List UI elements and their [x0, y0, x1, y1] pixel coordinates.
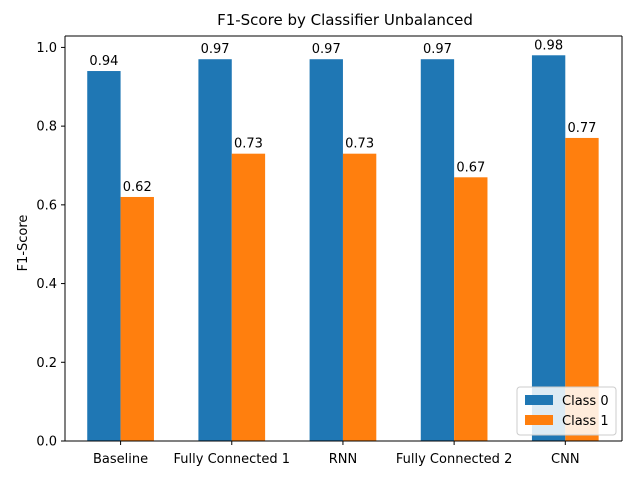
bar-class-0	[420, 59, 455, 442]
legend-label: Class 1	[562, 414, 609, 429]
y-tick-label: 0.6	[36, 198, 57, 213]
bar-class-0	[87, 71, 121, 442]
bar-class-1	[231, 153, 266, 441]
data-label: 0.97	[423, 42, 452, 57]
data-label: 0.77	[567, 121, 596, 136]
y-tick-label: 0.2	[36, 356, 57, 371]
data-label: 0.97	[201, 42, 230, 57]
x-tick-label: CNN	[551, 452, 580, 467]
data-label: 0.94	[89, 54, 118, 69]
bar-class-0	[198, 59, 232, 442]
y-axis-label: F1-Score	[16, 215, 31, 272]
x-tick-label: Baseline	[93, 452, 148, 467]
data-label: 0.73	[234, 137, 263, 152]
y-tick-label: 0.4	[36, 277, 57, 292]
plot-area: 0.94 0.97 0.97 0.97 0.98 0.62 0.73 0.73 0.67 0.77…	[36, 35, 623, 467]
data-label: 0.73	[345, 137, 374, 152]
y-tick-label: 1.0	[36, 41, 57, 56]
bar-class-0	[531, 55, 566, 442]
data-label: 0.67	[456, 160, 485, 175]
x-tick-label: Fully Connected 1	[174, 452, 290, 467]
x-tick-label: RNN	[329, 452, 357, 467]
bar-class-1	[342, 153, 377, 441]
x-tick-label: Fully Connected 2	[396, 452, 512, 467]
bar-class-1	[454, 177, 488, 442]
legend-label: Class 0	[562, 394, 609, 409]
legend-swatch-class-0	[525, 395, 553, 405]
data-label: 0.98	[534, 38, 563, 53]
data-label: 0.97	[312, 42, 341, 57]
bar-class-0	[309, 59, 343, 442]
legend-swatch-class-1	[525, 415, 553, 425]
data-label: 0.62	[123, 180, 152, 195]
y-tick-label: 0.8	[36, 120, 57, 135]
y-tick-label: 0.0	[36, 435, 57, 450]
bar-class-1	[120, 196, 154, 441]
chart-title: F1-Score by Classifier Unbalanced	[217, 11, 473, 29]
